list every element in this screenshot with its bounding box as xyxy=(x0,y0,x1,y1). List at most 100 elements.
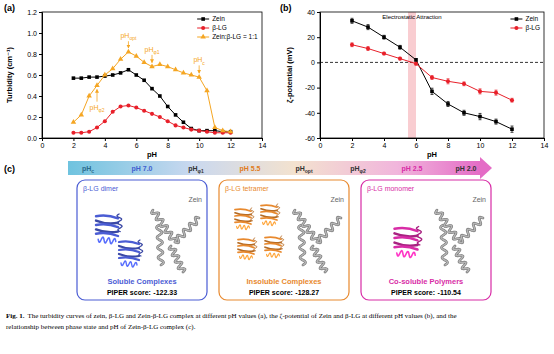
strand xyxy=(235,213,251,215)
helix xyxy=(157,225,164,265)
helix xyxy=(459,217,483,243)
data-point xyxy=(196,74,201,79)
axis-line xyxy=(39,13,43,139)
helix xyxy=(397,251,415,258)
data-point xyxy=(189,72,194,77)
data-point xyxy=(181,125,185,129)
tick: 0 xyxy=(41,138,45,149)
tick-label: 8 xyxy=(166,142,170,149)
data-point xyxy=(174,123,178,127)
data-point xyxy=(71,119,76,124)
tick-mark xyxy=(199,138,200,141)
tick-label: 10 xyxy=(477,142,485,149)
helix xyxy=(175,217,199,243)
helix xyxy=(169,246,185,272)
ph-label: pHφ1 xyxy=(188,165,204,174)
text-subscript: φ1 xyxy=(197,168,204,174)
legend-item: β-LG xyxy=(197,24,227,32)
partner-label: Zein xyxy=(330,196,344,203)
helix xyxy=(98,237,116,244)
tick: 8 xyxy=(166,138,170,149)
tick-label: 0 xyxy=(311,59,315,66)
data-point xyxy=(213,131,217,135)
state-box: β-LG monomerZeinCo-soluble PolymersPIPER… xyxy=(361,180,491,300)
strand xyxy=(265,237,281,239)
error-bar xyxy=(511,126,514,132)
helix xyxy=(453,246,469,272)
score-value: -110.54 xyxy=(438,289,461,296)
helix xyxy=(276,204,280,217)
helix xyxy=(294,210,319,242)
text-subscript: opt xyxy=(305,168,313,174)
tick: 20 xyxy=(307,34,320,41)
data-point xyxy=(111,110,115,114)
data-point xyxy=(142,109,146,113)
text-subscript: c xyxy=(91,168,94,174)
helix xyxy=(169,246,185,272)
tick-mark xyxy=(39,54,42,55)
tick-mark xyxy=(105,138,106,141)
strand xyxy=(96,233,118,236)
error-bar xyxy=(367,47,370,51)
error-bar xyxy=(447,79,450,84)
annotation-arrow xyxy=(199,65,200,73)
box-frame xyxy=(77,180,207,300)
data-point xyxy=(205,130,209,134)
tick-mark xyxy=(352,138,353,141)
state-box: β-LG tetramerZeinInsoluble ComplexesPIPE… xyxy=(219,180,349,300)
tick: 14 xyxy=(541,138,549,149)
legend-marker xyxy=(201,17,205,21)
text-main: pH 2.0 xyxy=(455,165,476,173)
y-axis: 0.00.20.40.60.81.01.2 xyxy=(27,9,42,142)
strand xyxy=(235,215,251,217)
panel-label: (a) xyxy=(4,3,15,13)
data-point xyxy=(228,129,233,134)
error-bar xyxy=(399,57,402,60)
series-line xyxy=(352,21,512,129)
tick: 2 xyxy=(72,138,76,149)
text-main: pH xyxy=(350,165,359,173)
data-point xyxy=(494,120,498,124)
data-point xyxy=(111,73,115,77)
data-point xyxy=(182,120,186,124)
helix xyxy=(416,227,421,245)
data-point xyxy=(462,111,466,115)
helix xyxy=(294,210,319,242)
data-point xyxy=(414,58,418,62)
strand xyxy=(119,249,139,252)
text-main: pH xyxy=(193,56,202,64)
data-point xyxy=(181,70,186,75)
plot-frame xyxy=(320,12,544,138)
helix xyxy=(267,253,280,258)
text-subscript: φ1 xyxy=(153,49,159,55)
y-axis: -60-40-2002040 xyxy=(305,9,321,142)
strand xyxy=(395,228,418,231)
score-name: PIPER score: xyxy=(249,289,293,296)
reference-line xyxy=(320,62,544,63)
data-point xyxy=(110,66,115,71)
caption-text: relationship between phase state and pH … xyxy=(6,323,196,331)
legend-label: Zein xyxy=(212,15,225,22)
data-point xyxy=(220,127,225,132)
helix xyxy=(311,246,327,272)
data-point xyxy=(165,63,170,68)
strand xyxy=(238,239,254,241)
x-axis-title: pH xyxy=(427,150,437,159)
helix xyxy=(453,246,469,272)
tick-label: -40 xyxy=(305,110,315,117)
strand xyxy=(238,252,254,254)
tick-mark xyxy=(136,138,137,141)
strand xyxy=(238,245,254,247)
box-frame xyxy=(361,180,491,300)
ph-arrow-body xyxy=(68,161,480,175)
tick-label: 0.2 xyxy=(27,114,37,121)
tick-label: 14 xyxy=(259,142,267,149)
series-line xyxy=(73,52,230,132)
tick-label: 8 xyxy=(447,142,451,149)
data-point xyxy=(134,106,138,110)
strand xyxy=(261,218,277,220)
data-point xyxy=(102,72,107,77)
tick-mark xyxy=(448,138,449,141)
annotation: pHc xyxy=(193,56,205,65)
data-point xyxy=(189,128,193,132)
